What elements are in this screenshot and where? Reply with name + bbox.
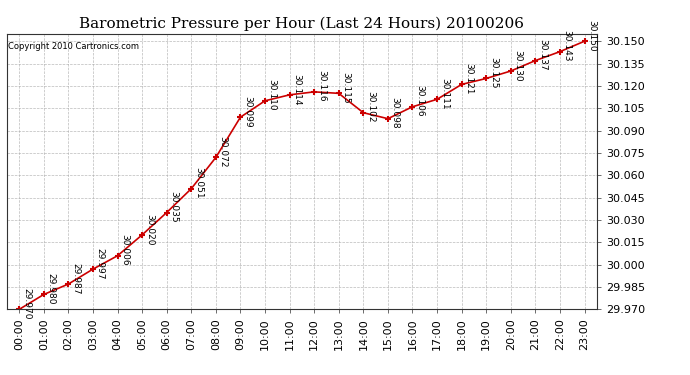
Text: 30.006: 30.006 xyxy=(120,234,129,266)
Text: 30.130: 30.130 xyxy=(513,50,522,81)
Text: 29.997: 29.997 xyxy=(96,248,105,279)
Text: 30.114: 30.114 xyxy=(293,74,302,105)
Text: 30.072: 30.072 xyxy=(219,136,228,168)
Text: 30.111: 30.111 xyxy=(440,78,449,110)
Text: 30.125: 30.125 xyxy=(489,57,498,88)
Text: 30.035: 30.035 xyxy=(170,191,179,223)
Text: Copyright 2010 Cartronics.com: Copyright 2010 Cartronics.com xyxy=(8,42,139,51)
Text: 30.106: 30.106 xyxy=(415,86,424,117)
Text: 30.102: 30.102 xyxy=(366,92,375,123)
Text: 30.121: 30.121 xyxy=(464,63,473,94)
Text: 30.020: 30.020 xyxy=(145,214,154,245)
Text: 30.115: 30.115 xyxy=(342,72,351,104)
Text: 30.110: 30.110 xyxy=(268,80,277,111)
Text: 30.137: 30.137 xyxy=(538,39,547,71)
Title: Barometric Pressure per Hour (Last 24 Hours) 20100206: Barometric Pressure per Hour (Last 24 Ho… xyxy=(79,17,524,31)
Text: 29.970: 29.970 xyxy=(22,288,31,320)
Text: 30.143: 30.143 xyxy=(563,30,572,62)
Text: 30.099: 30.099 xyxy=(243,96,253,128)
Text: 30.150: 30.150 xyxy=(587,20,596,51)
Text: 30.051: 30.051 xyxy=(194,167,203,199)
Text: 29.980: 29.980 xyxy=(46,273,56,304)
Text: 29.987: 29.987 xyxy=(71,263,80,294)
Text: 30.098: 30.098 xyxy=(391,97,400,129)
Text: 30.116: 30.116 xyxy=(317,70,326,102)
